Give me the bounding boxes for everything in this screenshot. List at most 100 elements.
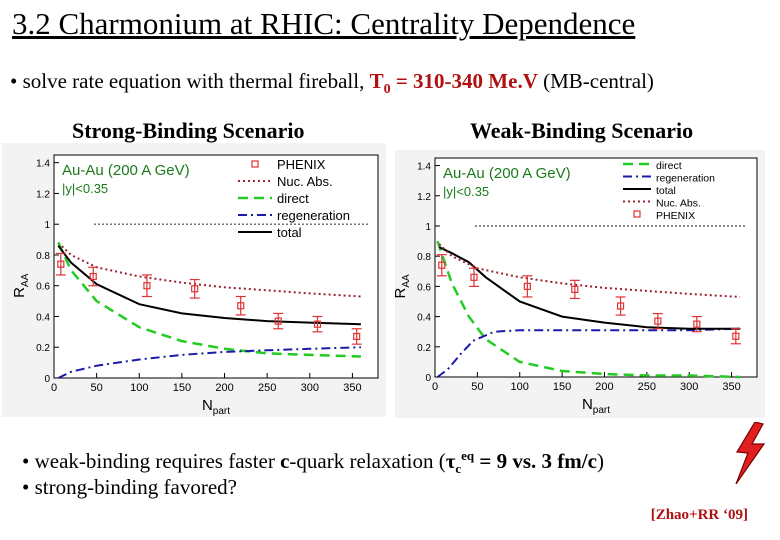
legend-label: regeneration xyxy=(277,208,350,223)
x-axis-label-sub: part xyxy=(593,405,610,416)
rapidity-label: |y|<0.35 xyxy=(443,184,489,199)
rapidity-label: |y|<0.35 xyxy=(62,181,108,196)
phenix-point xyxy=(191,285,199,293)
series-regeneration xyxy=(57,346,361,379)
x-tick-label: 200 xyxy=(215,382,233,394)
b1-values: = 9 vs. 3 fm/c xyxy=(474,449,597,473)
t0-value: = 310-340 Me.V xyxy=(390,69,538,93)
scenario-right-heading: Weak-Binding Scenario xyxy=(470,118,694,143)
b1-c: c xyxy=(280,449,290,473)
bullet-top-t0: T0 = 310-340 Me.V xyxy=(369,69,538,97)
phenix-point xyxy=(693,320,701,328)
phenix-point xyxy=(89,272,97,281)
legend-label: Nuc. Abs. xyxy=(277,174,333,189)
legend-label: total xyxy=(656,185,676,197)
lightning-bolt-icon xyxy=(735,422,766,484)
x-tick-label: 0 xyxy=(51,382,57,394)
y-axis-label-main: R xyxy=(395,287,409,298)
scenario-left-heading: Strong-Binding Scenario xyxy=(72,118,305,143)
y-tick-label: 1 xyxy=(44,220,50,231)
slide-title: 3.2 Charmonium at RHIC: Centrality Depen… xyxy=(12,6,636,41)
bullet-weak-binding: • weak-binding requires faster c-quark r… xyxy=(22,443,604,482)
legend-phenix-marker xyxy=(633,210,641,218)
phenix-point xyxy=(470,273,478,281)
series-total xyxy=(57,245,361,326)
y-tick-label: 0.8 xyxy=(417,252,431,263)
x-tick-label: 350 xyxy=(343,382,361,394)
y-tick-label: 0.4 xyxy=(36,312,50,323)
y-axis-label-main: R xyxy=(11,287,28,298)
legend-phenix-marker xyxy=(251,160,259,168)
y-tick-label: 1.2 xyxy=(36,189,50,200)
plot-frame xyxy=(53,154,379,379)
weak-binding-chart: 0 50 100 150 200 250 300 350 0 0.2 0.4 0.6 0.8 1 1.2 1.… xyxy=(395,157,758,416)
phenix-point xyxy=(571,285,579,293)
y-axis-label-sub: AA xyxy=(20,273,31,287)
legend-label: total xyxy=(277,225,302,240)
system-label: Au-Au (200 A GeV) xyxy=(62,162,190,179)
series-nuc-abs xyxy=(57,241,361,298)
phenix-point xyxy=(57,260,65,268)
x-tick-label: 100 xyxy=(511,381,529,393)
legend-label: regeneration xyxy=(656,173,715,185)
y-tick-label: 1.4 xyxy=(417,162,431,173)
y-tick-label: 1 xyxy=(425,222,431,233)
bullet-top-prefix: • solve rate equation with thermal fireb… xyxy=(10,69,370,93)
b1-tau-sup: eq xyxy=(461,448,475,463)
y-tick-label: 0.4 xyxy=(417,313,431,324)
phenix-point xyxy=(353,332,361,341)
legend-label: PHENIX xyxy=(656,210,695,222)
y-axis-label: RAA xyxy=(395,274,412,299)
y-tick-label: 0 xyxy=(44,374,50,385)
y-tick-label: 0.2 xyxy=(36,343,50,354)
x-tick-label: 250 xyxy=(258,382,276,394)
x-tick-label: 150 xyxy=(173,382,191,394)
t0-symbol: T xyxy=(369,69,384,93)
b1-end: ) xyxy=(596,449,604,473)
x-axis-label-main: N xyxy=(582,396,593,413)
x-tick-label: 50 xyxy=(471,381,483,393)
y-tick-label: 0.2 xyxy=(417,343,431,354)
phenix-point xyxy=(438,261,446,269)
phenix-point xyxy=(274,317,282,325)
x-axis-label-sub: part xyxy=(213,406,230,417)
phenix-point xyxy=(143,282,151,290)
series-direct xyxy=(57,242,361,358)
x-tick-label: 350 xyxy=(722,381,740,393)
y-axis-label: RAA xyxy=(11,273,31,298)
citation: [Zhao+RR ‘09] xyxy=(650,507,748,523)
y-tick-label: 1.2 xyxy=(417,192,431,203)
y-axis-label-sub: AA xyxy=(401,274,412,288)
x-tick-label: 250 xyxy=(638,381,656,393)
strong-binding-chart: 0 50 100 150 200 250 300 350 0 0.2 0.4 0.6 0.8 1 1.2 1.… xyxy=(11,154,379,417)
phenix-point xyxy=(523,282,531,290)
phenix-point xyxy=(313,320,322,328)
x-tick-label: 300 xyxy=(680,381,698,393)
b1-tau: τ xyxy=(445,449,456,473)
b1-mid: -quark relaxation ( xyxy=(289,449,446,473)
series-nuc-abs xyxy=(438,243,741,298)
legend-label: direct xyxy=(277,191,309,206)
phenix-point xyxy=(654,317,662,325)
bullet-top-suffix: (MB-central) xyxy=(537,69,654,93)
x-tick-label: 50 xyxy=(91,382,103,394)
legend-label: PHENIX xyxy=(277,157,326,172)
y-tick-label: 0.8 xyxy=(36,251,50,262)
phenix-point xyxy=(616,302,625,310)
x-axis-label: Npart xyxy=(582,396,610,416)
x-tick-label: 150 xyxy=(553,381,571,393)
bullet-thermal-fireball: • solve rate equation with thermal fireb… xyxy=(10,68,654,103)
series-total xyxy=(438,246,741,330)
b1-tau-sub: c xyxy=(455,461,462,477)
b1-tau-group: τceq = 9 vs. 3 fm/c xyxy=(445,448,597,477)
phenix-point xyxy=(237,302,245,310)
x-axis-label-main: N xyxy=(202,397,213,414)
legend-label: Nuc. Abs. xyxy=(656,198,701,210)
y-tick-label: 0.6 xyxy=(36,282,50,293)
series-regeneration xyxy=(436,327,741,378)
x-tick-label: 200 xyxy=(595,381,613,393)
x-tick-label: 0 xyxy=(432,381,438,393)
b1-prefix: • weak-binding requires faster xyxy=(22,449,281,473)
y-tick-label: 1.4 xyxy=(36,159,50,170)
y-tick-label: 0.6 xyxy=(417,282,431,293)
